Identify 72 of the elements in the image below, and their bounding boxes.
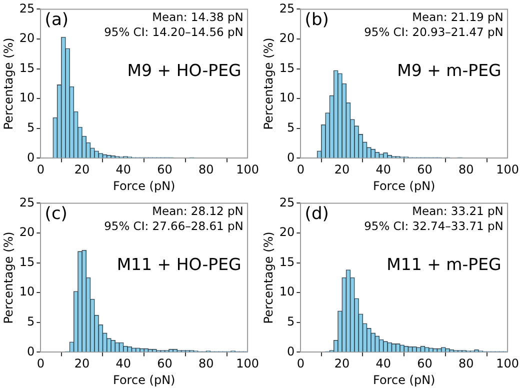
y-tick-label: 25	[19, 195, 35, 210]
y-tick-label: 20	[279, 225, 295, 240]
annotation: 95% CI: 20.93–21.47 pN	[364, 24, 504, 39]
x-tick-label: 20	[74, 356, 90, 371]
x-tick-label: 100	[496, 356, 519, 371]
annotation: (d)	[304, 204, 329, 224]
x-tick-label: 60	[417, 356, 432, 371]
x-tick-label: 40	[116, 162, 132, 177]
annotation: (c)	[44, 204, 68, 224]
y-axis-title: Percentage (%)	[1, 232, 16, 324]
annotation: 95% CI: 27.66–28.61 pN	[104, 218, 244, 233]
x-tick-label: 100	[496, 162, 519, 177]
x-tick-label: 60	[157, 356, 172, 371]
y-tick-label: 10	[279, 284, 295, 299]
x-tick-label: 60	[417, 162, 432, 177]
x-tick-label: 20	[334, 162, 350, 177]
y-tick-label: 25	[279, 1, 295, 16]
x-tick-label: 60	[157, 162, 172, 177]
y-tick-label: 10	[279, 90, 295, 105]
x-tick-label: 100	[236, 356, 259, 371]
y-tick-label: 15	[19, 254, 35, 269]
y-axis-title: Percentage (%)	[1, 38, 16, 130]
x-tick-label: 100	[236, 162, 259, 177]
y-tick-label: 20	[19, 225, 35, 240]
x-tick-label: 20	[334, 356, 350, 371]
annotation: 95% CI: 14.20–14.56 pN	[104, 24, 244, 39]
y-tick-label: 0	[287, 150, 295, 164]
y-tick-label: 20	[19, 31, 35, 46]
y-tick-label: 15	[19, 60, 35, 75]
y-tick-label: 0	[27, 344, 35, 358]
annotation: 95% CI: 32.74–33.71 pN	[364, 218, 504, 233]
annotation: Mean: 28.12 pN	[152, 204, 244, 218]
y-tick-label: 20	[279, 31, 295, 46]
x-tick-label: 0	[36, 356, 44, 371]
x-tick-label: 0	[296, 162, 304, 177]
annotation: Mean: 33.21 pN	[412, 204, 504, 218]
x-axis-title: Force (pN)	[372, 178, 436, 193]
y-tick-label: 5	[27, 314, 35, 329]
annotation: (b)	[304, 10, 329, 30]
x-tick-label: 80	[458, 162, 474, 177]
x-axis-title: Force (pN)	[112, 372, 176, 387]
y-axis-title: Percentage (%)	[261, 232, 276, 324]
x-tick-label: 40	[376, 356, 392, 371]
x-tick-label: 80	[458, 356, 474, 371]
y-tick-label: 0	[287, 344, 295, 358]
x-tick-label: 20	[74, 162, 90, 177]
x-tick-label: 80	[198, 356, 214, 371]
y-tick-label: 5	[27, 120, 35, 135]
annotation: M11 + HO-PEG	[116, 255, 242, 274]
y-tick-label: 15	[279, 254, 295, 269]
x-tick-label: 40	[116, 356, 132, 371]
x-axis-title: Force (pN)	[372, 372, 436, 387]
annotation: Mean: 14.38 pN	[152, 10, 244, 24]
y-tick-label: 15	[279, 60, 295, 75]
y-tick-label: 25	[19, 1, 35, 16]
y-tick-label: 5	[287, 314, 295, 329]
x-tick-label: 0	[296, 356, 304, 371]
x-axis-title: Force (pN)	[112, 178, 176, 193]
x-tick-label: 80	[198, 162, 214, 177]
annotation: M9 + HO-PEG	[127, 61, 242, 80]
y-tick-label: 10	[19, 284, 35, 299]
annotation: Mean: 21.19 pN	[412, 10, 504, 24]
x-tick-label: 40	[376, 162, 392, 177]
annotation: M9 + m-PEG	[397, 61, 502, 80]
y-tick-label: 5	[287, 120, 295, 135]
y-tick-label: 0	[27, 150, 35, 164]
annotation: (a)	[44, 10, 68, 30]
y-axis-title: Percentage (%)	[261, 38, 276, 130]
annotation: M11 + m-PEG	[386, 255, 502, 274]
y-tick-label: 10	[19, 90, 35, 105]
y-tick-label: 25	[279, 195, 295, 210]
x-tick-label: 0	[36, 162, 44, 177]
